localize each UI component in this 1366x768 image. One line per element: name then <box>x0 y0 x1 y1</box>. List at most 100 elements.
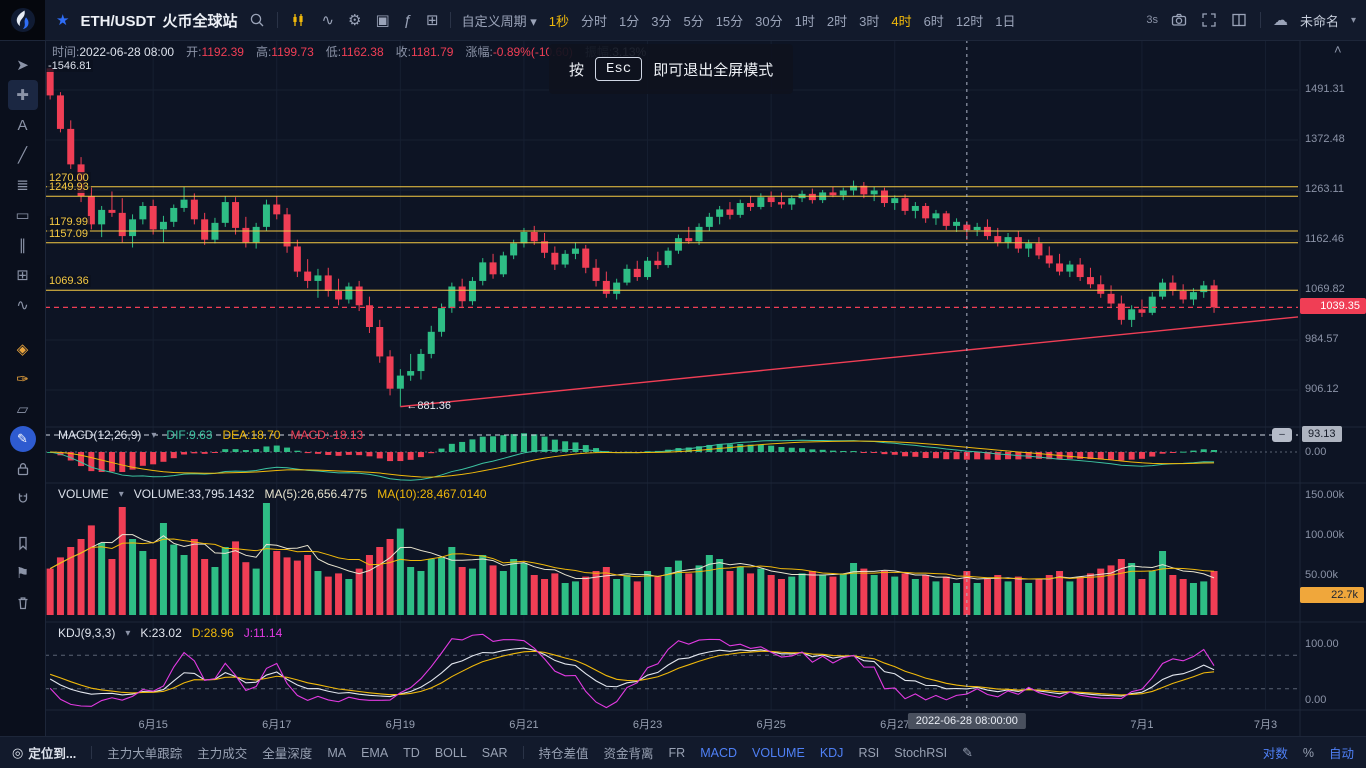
bottom-item-ema[interactable]: EMA <box>361 745 389 760</box>
xaxis-label: 6月25 <box>756 719 786 731</box>
hline-price-label: 1249.93 <box>47 181 91 194</box>
bottom-item-boll[interactable]: BOLL <box>434 745 467 760</box>
period-4时[interactable]: 4时 <box>891 13 912 29</box>
period-2时[interactable]: 2时 <box>826 13 848 29</box>
period-3分[interactable]: 3分 <box>651 13 672 29</box>
price-chart-canvas[interactable] <box>45 40 1366 737</box>
kdj-title[interactable]: KDJ(9,3,3) <box>58 626 116 640</box>
volume-title[interactable]: VOLUME <box>58 487 109 501</box>
fib-tool[interactable]: ≣ <box>16 177 29 194</box>
kdj-collapse-icon[interactable]: ▾ <box>125 627 131 639</box>
bottom-item-whale-orders[interactable]: 主力大单跟踪 <box>107 747 183 761</box>
volume-collapse-icon[interactable]: ▾ <box>118 488 124 500</box>
hline-handle-icon[interactable]: ‒ <box>1272 428 1292 442</box>
bottom-item-volume[interactable]: VOLUME <box>752 745 805 760</box>
bottom-item-fund-divergence[interactable]: 资金背离 <box>603 747 654 761</box>
price-axis-label: 984.57 <box>1305 332 1339 345</box>
fullscreen-icon[interactable] <box>1200 11 1218 29</box>
channel-tool[interactable]: ∥ <box>18 237 27 254</box>
cursor-tool[interactable]: ➤ <box>16 57 29 74</box>
tooltip-suffix: 即可退出全屏模式 <box>653 61 774 79</box>
period-30分[interactable]: 30分 <box>755 13 783 29</box>
search-icon[interactable] <box>248 11 266 29</box>
bottom-item-ma[interactable]: MA <box>327 745 347 760</box>
camera-icon[interactable] <box>1170 11 1188 29</box>
bottom-item-stochrsi[interactable]: StochRSI <box>894 745 948 760</box>
indicator-gear-icon[interactable]: ⚙ <box>348 12 362 29</box>
wave-tool[interactable]: ∿ <box>16 297 29 314</box>
text-tool[interactable]: A <box>17 116 28 134</box>
period-1时[interactable]: 1时 <box>794 13 815 29</box>
bookmark-tool[interactable] <box>8 528 38 558</box>
kdj-value-2: J:11.14 <box>243 626 283 640</box>
bottom-item-whale-trades[interactable]: 主力成交 <box>197 747 248 761</box>
measure-tool[interactable]: ▱ <box>16 401 29 418</box>
rect-tool[interactable]: ▭ <box>15 207 30 224</box>
grid-layout-icon[interactable]: ⊞ <box>426 12 439 29</box>
bottom-item-sar[interactable]: SAR <box>481 745 508 760</box>
kdj-axis-label: 0.00 <box>1305 694 1327 706</box>
lock-tool[interactable] <box>8 454 38 484</box>
crosshair-tool[interactable]: ✚ <box>7 80 38 110</box>
pattern-tool[interactable]: ◈ <box>16 341 29 358</box>
range-high-label: -1546.81 <box>46 60 94 72</box>
delete-tool[interactable] <box>8 588 38 618</box>
volume-axis-label: 150.00k <box>1305 489 1345 501</box>
macd-value-1: DEA:18.70 <box>222 428 281 442</box>
period-15分[interactable]: 15分 <box>715 13 744 29</box>
bottom-item-kdj[interactable]: KDJ <box>819 745 844 760</box>
symbol-title[interactable]: ETH/USDT 火币全球站 <box>80 10 237 31</box>
snapshot-icon[interactable]: ▣ <box>375 12 390 29</box>
kline-style-icon[interactable] <box>289 11 307 29</box>
refresh-interval-label[interactable]: 3s <box>1146 14 1158 26</box>
bottom-item-td[interactable]: TD <box>403 745 420 760</box>
bottom-item-auto-scale[interactable]: 自动 <box>1328 747 1354 761</box>
trendline-tool[interactable]: ╱ <box>17 147 28 164</box>
period-5分[interactable]: 5分 <box>683 13 704 29</box>
macd-collapse-icon[interactable]: ▾ <box>151 429 157 441</box>
period-1秒[interactable]: 1秒 <box>548 13 569 29</box>
kdj-value-1: D:28.96 <box>191 626 234 640</box>
xaxis-label: 6月27 <box>880 719 910 731</box>
bottom-item-indicator-edit[interactable]: ✎ <box>962 744 973 760</box>
symbol-pair: ETH/USDT <box>80 12 156 30</box>
bottom-item-log-scale[interactable]: 对数 <box>1262 747 1288 761</box>
chart-type-icon[interactable]: ∿ <box>321 12 335 29</box>
pencil-tool[interactable]: ✎ <box>9 426 36 452</box>
volume-axis-label: 100.00k <box>1305 529 1345 541</box>
template-name[interactable]: 未命名 <box>1299 13 1339 29</box>
period-自定义周期[interactable]: 自定义周期 ▾ <box>461 13 537 29</box>
fx-indicator-icon[interactable]: ƒ <box>403 11 413 29</box>
period-1分[interactable]: 1分 <box>619 13 640 29</box>
period-1日[interactable]: 1日 <box>995 13 1016 29</box>
macd-title[interactable]: MACD(12,26,9) <box>58 428 142 442</box>
ohlc-open: 开:1192.39 <box>186 45 244 59</box>
huobi-logo[interactable] <box>0 0 45 40</box>
template-caret-icon[interactable]: ▾ <box>1350 14 1356 26</box>
panel-collapse-icon[interactable]: ˄ <box>1334 42 1342 57</box>
bottom-item-locate[interactable]: ◎ 定位到... <box>12 744 77 762</box>
fullscreen-exit-tooltip: 按 Esc 即可退出全屏模式 <box>549 44 794 94</box>
magnet-tool[interactable] <box>8 484 38 514</box>
bottom-item-fr[interactable]: FR <box>668 745 686 760</box>
brush-tool[interactable]: ✑ <box>16 371 29 388</box>
period-6时[interactable]: 6时 <box>923 13 944 29</box>
flag-tool[interactable]: ⚑ <box>15 565 30 582</box>
ohlc-close: 收:1181.79 <box>395 45 454 59</box>
bottom-item-oi-diff[interactable]: 持仓差值 <box>538 747 589 761</box>
macd-panel-header: MACD(12,26,9) ▾ DIF:9.63 DEA:18.70 MACD:-1… <box>58 428 363 442</box>
split-layout-icon[interactable] <box>1230 11 1248 29</box>
cloud-save-icon[interactable]: ☁ <box>1272 11 1288 29</box>
period-3时[interactable]: 3时 <box>859 13 880 29</box>
favorite-star-icon[interactable]: ★ <box>56 11 70 29</box>
bottom-item-rsi[interactable]: RSI <box>858 745 880 760</box>
bottom-item-full-depth[interactable]: 全量深度 <box>262 747 313 761</box>
bottom-item-macd[interactable]: MACD <box>700 745 738 760</box>
period-12时[interactable]: 12时 <box>955 13 984 29</box>
last-price-badge: 1039.35 <box>1300 298 1366 315</box>
gann-tool[interactable]: ⊞ <box>16 267 29 284</box>
period-分时[interactable]: 分时 <box>580 13 607 29</box>
hline-price-label: 1270.00 <box>47 171 91 184</box>
bottom-item-percent-scale[interactable]: % <box>1302 745 1314 760</box>
